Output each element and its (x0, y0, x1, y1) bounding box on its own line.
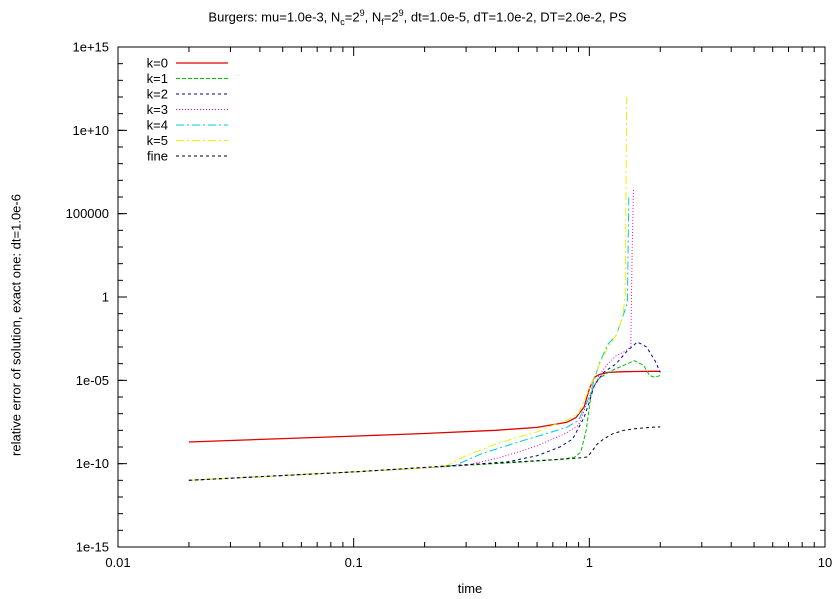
legend-label: fine (147, 149, 168, 164)
x-tick-label: 0.1 (345, 555, 363, 570)
series-line-k-2 (188, 341, 661, 481)
axis-ticks: 0.01 0.1 1 10 1e-15 1e-10 1e-05 1 100000 1e+10 1e+… (66, 40, 833, 571)
plot-border (117, 46, 826, 548)
y-tick-label: 1e-15 (76, 540, 109, 555)
legend-label: k=1 (147, 71, 168, 86)
series-line-k-5 (188, 96, 628, 481)
series-line-k-3 (188, 188, 634, 481)
x-tick-label: 10 (818, 555, 832, 570)
y-tick-label: 1e+15 (72, 40, 109, 55)
series-line-k-4 (188, 196, 630, 481)
chart-title: Burgers: mu=1.0e-3, Nc=29, Nf=29, dt=1.0… (208, 8, 627, 27)
series-line-k-1 (188, 360, 661, 481)
y-tick-label: 1 (102, 290, 109, 305)
y-tick-label: 1e-10 (76, 456, 109, 471)
y-tick-label: 100000 (66, 206, 109, 221)
legend-label: k=5 (147, 133, 168, 148)
x-axis-label: time (457, 581, 483, 596)
legend-label: k=3 (147, 102, 168, 117)
plot-frame (117, 46, 826, 548)
series-line-fine (188, 426, 661, 481)
x-tick-label: 1 (586, 555, 593, 570)
series-line-k-0 (188, 370, 661, 443)
y-tick-label: 1e+10 (72, 123, 109, 138)
series-layer (188, 96, 661, 481)
legend-label: k=2 (147, 87, 168, 102)
legend-label: k=4 (147, 118, 168, 133)
y-tick-label: 1e-05 (76, 373, 109, 388)
legend-label: k=0 (147, 56, 168, 71)
x-tick-label: 0.01 (105, 555, 130, 570)
